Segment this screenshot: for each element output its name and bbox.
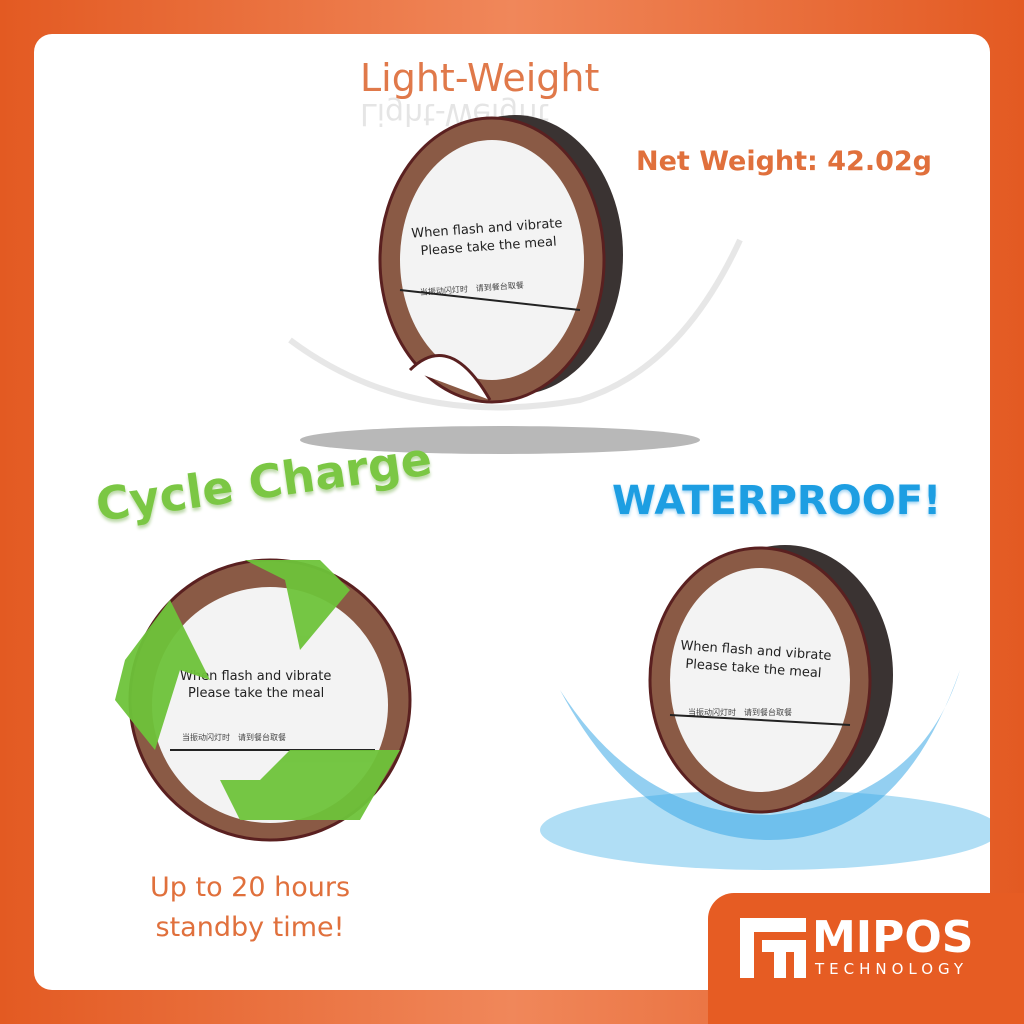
standby-text: Up to 20 hours standby time!: [150, 868, 350, 948]
logo-subtitle: TECHNOLOGY: [815, 960, 969, 978]
standby-line-2: standby time!: [155, 912, 345, 943]
device-waterproof: When flash and vibrate Please take the m…: [540, 545, 990, 870]
net-weight: Net Weight: 42.02g: [636, 146, 932, 177]
waterproof-heading: WATERPROOF!: [612, 478, 942, 524]
water-splash: [560, 670, 960, 840]
device-lightweight: When flash and vibrate Please take the m…: [288, 115, 743, 454]
recycle-icon: [115, 560, 400, 820]
mipos-logo-icon: [740, 918, 806, 978]
svg-text:Please take the meal: Please take the meal: [188, 686, 324, 701]
logo-name: MIPOS: [812, 912, 974, 963]
logo-tab: [708, 893, 1024, 1024]
title: Light-Weight: [360, 56, 600, 100]
standby-line-1: Up to 20 hours: [150, 872, 351, 903]
svg-text:When flash and vibrate: When flash and vibrate: [180, 669, 331, 684]
device-cycle: When flash and vibrate Please take the m…: [115, 558, 412, 842]
svg-text:当振动闪灯时 请到餐台取餐: 当振动闪灯时 请到餐台取餐: [688, 707, 792, 717]
svg-text:当振动闪灯时 请到餐台取餐: 当振动闪灯时 请到餐台取餐: [182, 732, 286, 742]
